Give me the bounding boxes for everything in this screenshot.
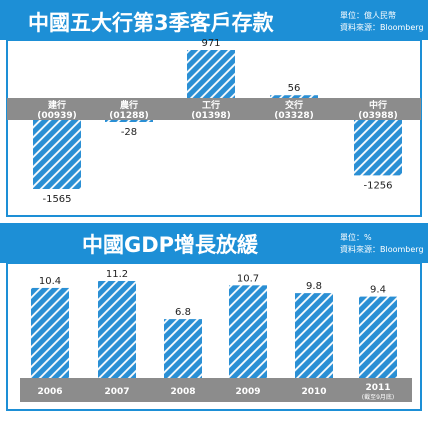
deposit-bar xyxy=(187,50,235,98)
gdp-bar xyxy=(98,281,136,378)
deposit-category-name: 交行 xyxy=(285,99,303,111)
deposit-value-label: -1565 xyxy=(42,194,71,205)
gdp-bar xyxy=(31,287,69,378)
deposit-bar xyxy=(354,120,402,176)
gdp-value-label: 6.8 xyxy=(175,307,191,318)
deposit-bar xyxy=(33,120,81,189)
deposit-chart-panel: 中國五大行第3季客戶存款 單位：億人民幣 資料來源：Bloomberg -156… xyxy=(0,0,428,217)
deposit-bar xyxy=(270,95,318,98)
gdp-value-label: 10.4 xyxy=(39,276,61,287)
gdp-year-label: 2011 xyxy=(365,383,390,393)
gdp-chart-unit: 單位：% xyxy=(340,232,372,242)
gdp-bar xyxy=(229,285,267,378)
deposit-chart-source: 資料來源：Bloomberg xyxy=(340,22,424,32)
gdp-bar xyxy=(295,293,333,378)
gdp-chart-header xyxy=(0,223,428,263)
gdp-chart-title: 中國GDP增長放緩 xyxy=(82,233,259,257)
gdp-year-label: 2008 xyxy=(170,387,195,397)
gdp-bar xyxy=(359,296,397,378)
gdp-chart-marks: 10.4 2006 11.2 2007 6.8 2008 10.7 2009 9.8 2010 9.… xyxy=(31,269,397,401)
deposit-chart-header xyxy=(0,0,428,40)
deposit-category-code: (01288) xyxy=(109,111,149,121)
deposit-value-label: 56 xyxy=(288,83,301,94)
gdp-bar xyxy=(164,319,202,378)
deposit-value-label: -28 xyxy=(121,127,137,138)
gdp-year-label: 2009 xyxy=(235,387,260,397)
deposit-category-code: (01398) xyxy=(191,111,231,121)
deposit-chart-marks: -1565 建行(00939) -28 農行(01288) 971 工行(01398) 56… xyxy=(33,38,402,205)
gdp-year-note: (截至9月底) xyxy=(362,393,395,401)
deposit-chart-title: 中國五大行第3季客戶存款 xyxy=(28,11,275,35)
deposit-category-code: (00939) xyxy=(37,111,77,121)
deposit-value-label: 971 xyxy=(201,38,220,49)
gdp-value-label: 9.8 xyxy=(306,281,322,292)
deposit-chart-category-band xyxy=(7,98,421,120)
gdp-chart-panel: 中國GDP增長放緩 單位：% 資料來源：Bloomberg 10.4 2006 11… xyxy=(0,223,428,411)
gdp-value-label: 11.2 xyxy=(106,269,128,280)
deposit-category-name: 工行 xyxy=(202,99,220,111)
gdp-value-label: 10.7 xyxy=(237,273,259,284)
gdp-chart-source: 資料來源：Bloomberg xyxy=(340,244,424,254)
deposit-category-code: (03328) xyxy=(274,111,314,121)
deposit-category-code: (03988) xyxy=(358,111,398,121)
gdp-value-label: 9.4 xyxy=(370,285,386,296)
gdp-chart-category-band xyxy=(20,378,412,402)
gdp-year-label: 2010 xyxy=(301,387,326,397)
deposit-category-name: 建行 xyxy=(48,99,66,111)
gdp-year-label: 2006 xyxy=(37,387,62,397)
deposit-category-name: 中行 xyxy=(369,99,387,111)
deposit-chart-unit: 單位：億人民幣 xyxy=(340,10,396,20)
deposit-value-label: -1256 xyxy=(363,180,392,191)
gdp-year-label: 2007 xyxy=(104,387,129,397)
deposit-bar xyxy=(105,120,153,122)
deposit-category-name: 農行 xyxy=(120,99,138,111)
